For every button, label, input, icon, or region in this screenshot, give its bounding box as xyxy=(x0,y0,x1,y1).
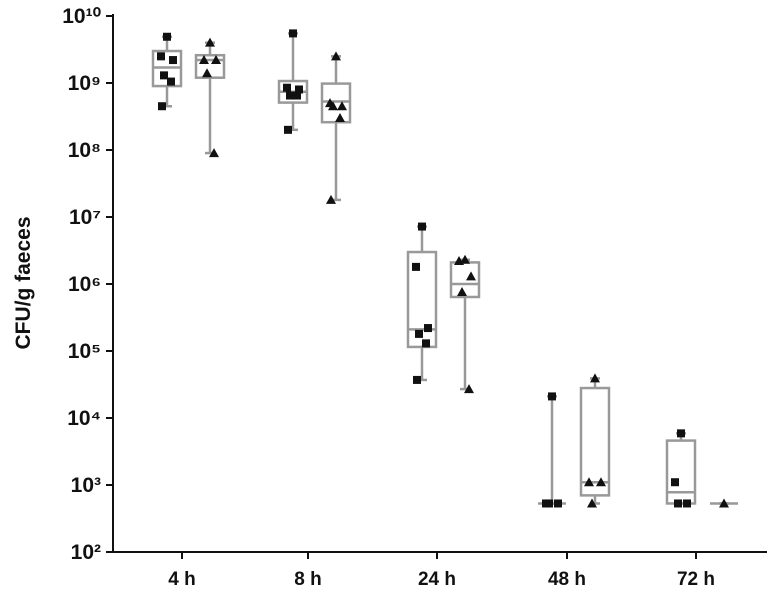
x-tick-label: 4 h xyxy=(168,569,195,590)
point xyxy=(167,77,175,86)
y-tick-label: 10² xyxy=(71,541,101,564)
y-tick-label: 10¹⁰ xyxy=(62,5,101,28)
point xyxy=(677,429,685,438)
point xyxy=(157,52,165,61)
point xyxy=(331,51,341,61)
point xyxy=(554,499,562,508)
point xyxy=(590,373,600,383)
point xyxy=(295,85,303,94)
point xyxy=(284,125,292,134)
point xyxy=(415,329,423,338)
point xyxy=(548,392,556,401)
point xyxy=(466,271,476,281)
point xyxy=(424,324,432,333)
box xyxy=(579,386,611,497)
point xyxy=(418,222,426,231)
point xyxy=(199,55,209,65)
point xyxy=(674,499,682,508)
point xyxy=(719,498,729,508)
x-tick-label: 8 h xyxy=(294,569,321,590)
point xyxy=(293,91,301,100)
point xyxy=(169,56,177,65)
point xyxy=(289,29,297,38)
point xyxy=(160,71,168,80)
x-tick-label: 48 h xyxy=(548,569,586,590)
y-tick-label: 10⁷ xyxy=(69,206,101,229)
x-tick-label: 24 h xyxy=(418,569,456,590)
point xyxy=(413,375,421,384)
y-tick-label: 10³ xyxy=(71,474,101,497)
point xyxy=(286,91,294,100)
point xyxy=(584,477,594,487)
point xyxy=(460,254,470,264)
y-axis-label: CFU/g faeces xyxy=(12,216,35,349)
point xyxy=(209,148,219,158)
x-tick-label: 72 h xyxy=(677,569,715,590)
point xyxy=(158,102,166,111)
y-tick-label: 10⁶ xyxy=(68,273,101,296)
point xyxy=(671,478,679,487)
point xyxy=(335,113,345,123)
point xyxy=(587,498,597,508)
y-tick-label: 10⁸ xyxy=(68,139,101,162)
point xyxy=(163,32,171,41)
point xyxy=(454,256,464,266)
point xyxy=(205,37,215,47)
point xyxy=(202,68,212,78)
point xyxy=(422,339,430,348)
point xyxy=(283,83,291,92)
point xyxy=(326,194,336,204)
point xyxy=(412,262,420,271)
box xyxy=(320,82,352,124)
point xyxy=(457,286,467,296)
box xyxy=(194,53,226,79)
point xyxy=(211,55,221,65)
point xyxy=(337,101,347,111)
box xyxy=(665,439,697,505)
point xyxy=(464,384,474,394)
point xyxy=(328,101,338,111)
y-tick-label: 10⁹ xyxy=(68,72,101,95)
y-tick-label: 10⁵ xyxy=(68,340,101,363)
point xyxy=(596,477,606,487)
point xyxy=(545,499,553,508)
y-tick-label: 10⁴ xyxy=(67,407,101,430)
point xyxy=(683,499,691,508)
